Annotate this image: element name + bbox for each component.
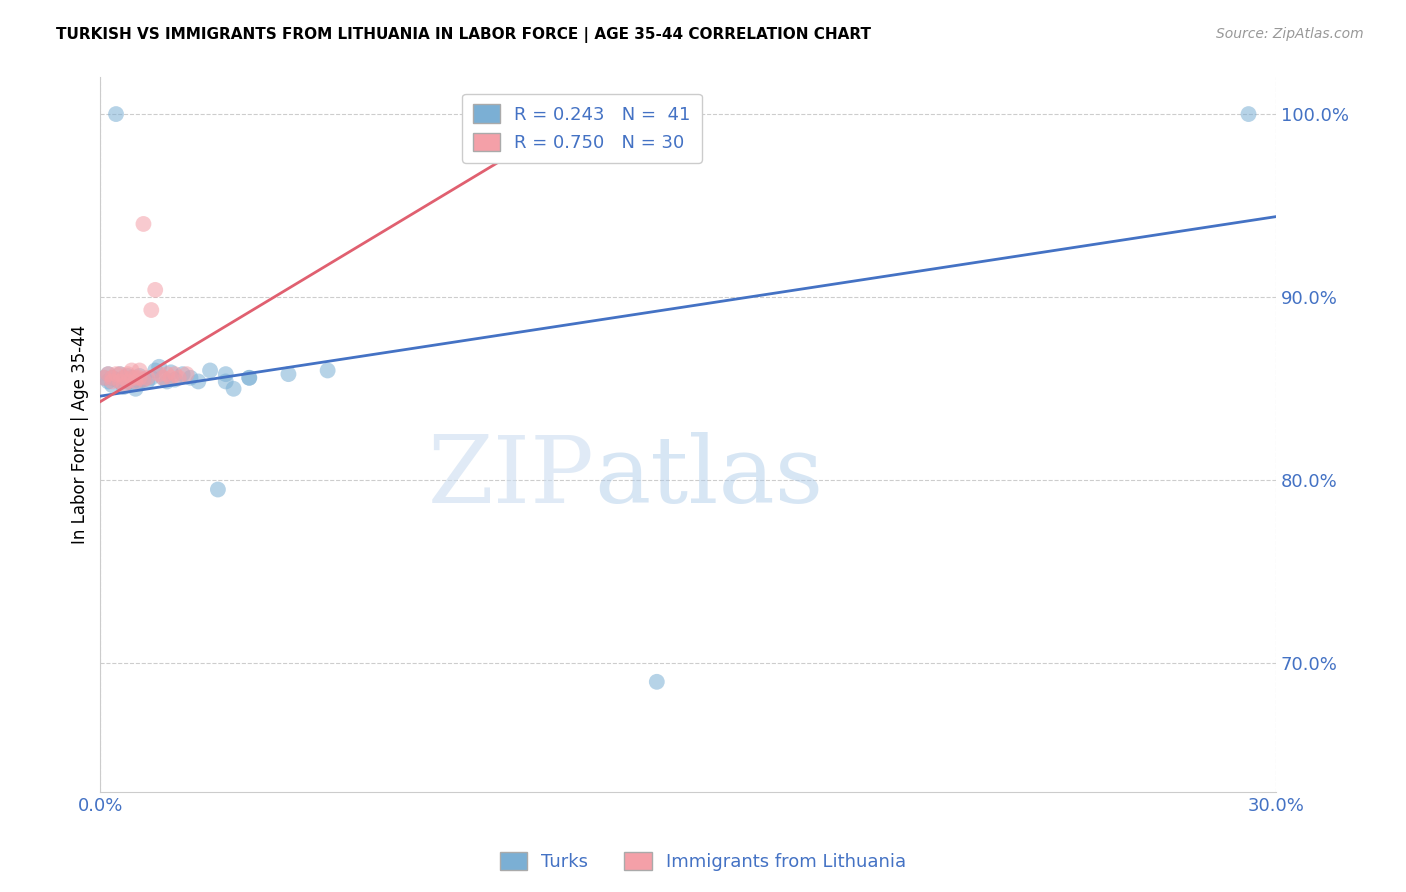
Point	[108, 375, 131, 389]
Point	[93, 371, 115, 385]
Point	[97, 367, 120, 381]
Point	[101, 371, 124, 385]
Point	[277, 367, 299, 381]
Point	[117, 375, 139, 389]
Point	[215, 375, 238, 389]
Point	[207, 483, 229, 497]
Point	[101, 378, 124, 392]
Text: TURKISH VS IMMIGRANTS FROM LITHUANIA IN LABOR FORCE | AGE 35-44 CORRELATION CHAR: TURKISH VS IMMIGRANTS FROM LITHUANIA IN …	[56, 27, 872, 43]
Point	[108, 367, 131, 381]
Point	[148, 367, 170, 381]
Point	[567, 107, 589, 121]
Point	[152, 371, 174, 385]
Point	[101, 371, 124, 385]
Point	[97, 375, 120, 389]
Point	[117, 367, 139, 381]
Point	[121, 376, 143, 391]
Point	[179, 371, 201, 385]
Point	[128, 371, 150, 385]
Point	[238, 371, 260, 385]
Point	[152, 371, 174, 385]
Text: ZIP: ZIP	[427, 433, 595, 523]
Point	[163, 367, 186, 381]
Point	[112, 371, 135, 385]
Point	[156, 375, 179, 389]
Y-axis label: In Labor Force | Age 35-44: In Labor Force | Age 35-44	[72, 325, 89, 544]
Point	[160, 371, 183, 385]
Point	[108, 367, 131, 381]
Point	[215, 367, 238, 381]
Point	[238, 371, 260, 385]
Point	[143, 363, 166, 377]
Point	[167, 371, 190, 385]
Point	[124, 375, 146, 389]
Point	[141, 371, 163, 385]
Point	[117, 368, 139, 383]
Point	[148, 359, 170, 374]
Point	[128, 368, 150, 383]
Point	[97, 367, 120, 381]
Point	[128, 363, 150, 377]
Point	[101, 375, 124, 389]
Point	[132, 373, 155, 387]
Point	[160, 365, 183, 379]
Point	[198, 363, 221, 377]
Point	[105, 367, 128, 381]
Point	[136, 375, 159, 389]
Point	[132, 373, 155, 387]
Point	[112, 380, 135, 394]
Point	[112, 371, 135, 385]
Text: atlas: atlas	[595, 433, 824, 523]
Point	[105, 107, 128, 121]
Point	[117, 375, 139, 389]
Point	[112, 378, 135, 392]
Point	[121, 363, 143, 377]
Point	[108, 375, 131, 389]
Point	[156, 367, 179, 381]
Point	[645, 674, 668, 689]
Point	[141, 303, 163, 318]
Point	[124, 371, 146, 385]
Point	[143, 283, 166, 297]
Point	[132, 217, 155, 231]
Point	[121, 371, 143, 385]
Point	[124, 382, 146, 396]
Point	[316, 363, 339, 377]
Point	[163, 373, 186, 387]
Point	[176, 367, 198, 381]
Legend: Turks, Immigrants from Lithuania: Turks, Immigrants from Lithuania	[492, 845, 914, 879]
Text: Source: ZipAtlas.com: Source: ZipAtlas.com	[1216, 27, 1364, 41]
Point	[222, 382, 245, 396]
Point	[172, 367, 194, 381]
Legend: R = 0.243   N =  41, R = 0.750   N = 30: R = 0.243 N = 41, R = 0.750 N = 30	[463, 94, 702, 163]
Point	[128, 375, 150, 389]
Point	[105, 373, 128, 387]
Point	[187, 375, 209, 389]
Point	[1237, 107, 1260, 121]
Point	[121, 371, 143, 385]
Point	[136, 371, 159, 385]
Point	[93, 371, 115, 385]
